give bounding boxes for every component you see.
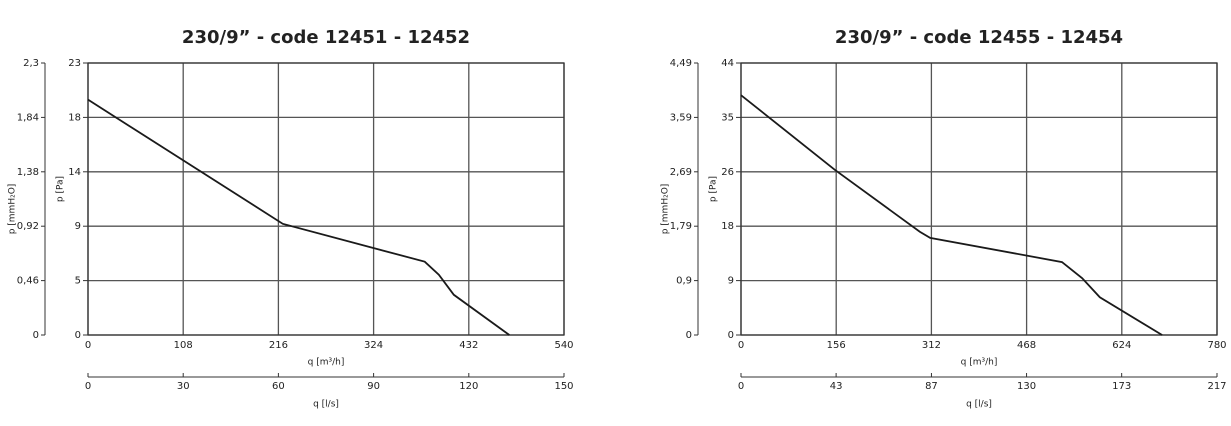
y-tick-label: 5 <box>75 276 81 287</box>
chart-title: 230/9” - code 12451 - 12452 <box>182 27 470 48</box>
y2-tick-label: 1,38 <box>17 167 39 178</box>
y2-tick-label: 0 <box>686 330 692 341</box>
chart-title: 230/9” - code 12455 - 12454 <box>835 27 1123 48</box>
x2-tick-label: 0 <box>85 381 91 392</box>
x2-axis-label: q [l/s] <box>966 400 992 410</box>
x-tick-label: 624 <box>1112 340 1131 351</box>
y2-tick-label: 0 <box>33 330 39 341</box>
x2-tick-label: 120 <box>459 381 478 392</box>
y-axis-label: p [Pa] <box>56 176 66 202</box>
x2-tick-label: 60 <box>272 381 285 392</box>
x-tick-label: 540 <box>554 340 573 351</box>
y2-tick-label: 2,69 <box>670 167 692 178</box>
x-tick-label: 780 <box>1207 340 1226 351</box>
y-tick-label: 18 <box>68 112 81 123</box>
x2-tick-label: 30 <box>177 381 190 392</box>
y2-axis-label: p [mmH₂O] <box>661 184 671 235</box>
x-tick-label: 312 <box>922 340 941 351</box>
y2-tick-label: 2,3 <box>23 58 39 69</box>
x2-tick-label: 173 <box>1112 381 1131 392</box>
y2-tick-label: 1,79 <box>670 221 692 232</box>
y-tick-label: 23 <box>68 58 81 69</box>
x-tick-label: 432 <box>459 340 478 351</box>
x-tick-label: 216 <box>269 340 288 351</box>
y-tick-label: 35 <box>721 112 734 123</box>
x2-tick-label: 0 <box>738 381 744 392</box>
x-tick-label: 108 <box>174 340 193 351</box>
x-tick-label: 468 <box>1017 340 1036 351</box>
x-axis-label: q [m³/h] <box>308 358 345 368</box>
y2-tick-label: 0,9 <box>676 276 692 287</box>
y2-tick-label: 3,59 <box>670 112 692 123</box>
y-tick-label: 18 <box>721 221 734 232</box>
y-tick-label: 9 <box>728 276 734 287</box>
y-tick-label: 26 <box>721 167 734 178</box>
y-axis-label: p [Pa] <box>709 176 719 202</box>
x2-tick-label: 150 <box>554 381 573 392</box>
x2-tick-label: 217 <box>1207 381 1226 392</box>
fan-curve <box>740 94 1163 336</box>
y2-tick-label: 1,84 <box>17 112 39 123</box>
y-tick-label: 9 <box>75 221 81 232</box>
fan-curve <box>87 98 510 336</box>
x2-axis-label: q [l/s] <box>313 400 339 410</box>
y2-tick-label: 0,92 <box>17 221 39 232</box>
y-tick-label: 0 <box>728 330 734 341</box>
x2-tick-label: 90 <box>367 381 380 392</box>
plot-frame <box>87 62 565 336</box>
x-tick-label: 324 <box>364 340 383 351</box>
y-tick-label: 14 <box>68 167 81 178</box>
y2-tick-label: 0,46 <box>17 276 39 287</box>
y-tick-label: 44 <box>721 58 734 69</box>
x2-tick-label: 43 <box>830 381 843 392</box>
y-tick-label: 0 <box>75 330 81 341</box>
x-axis-label: q [m³/h] <box>961 358 998 368</box>
x-tick-label: 156 <box>827 340 846 351</box>
y2-tick-label: 4,49 <box>670 58 692 69</box>
plot-frame <box>740 62 1218 336</box>
x2-tick-label: 87 <box>925 381 938 392</box>
x-tick-label: 0 <box>85 340 91 351</box>
x-tick-label: 0 <box>738 340 744 351</box>
y2-axis-label: p [mmH₂O] <box>8 184 18 235</box>
x2-tick-label: 130 <box>1017 381 1036 392</box>
